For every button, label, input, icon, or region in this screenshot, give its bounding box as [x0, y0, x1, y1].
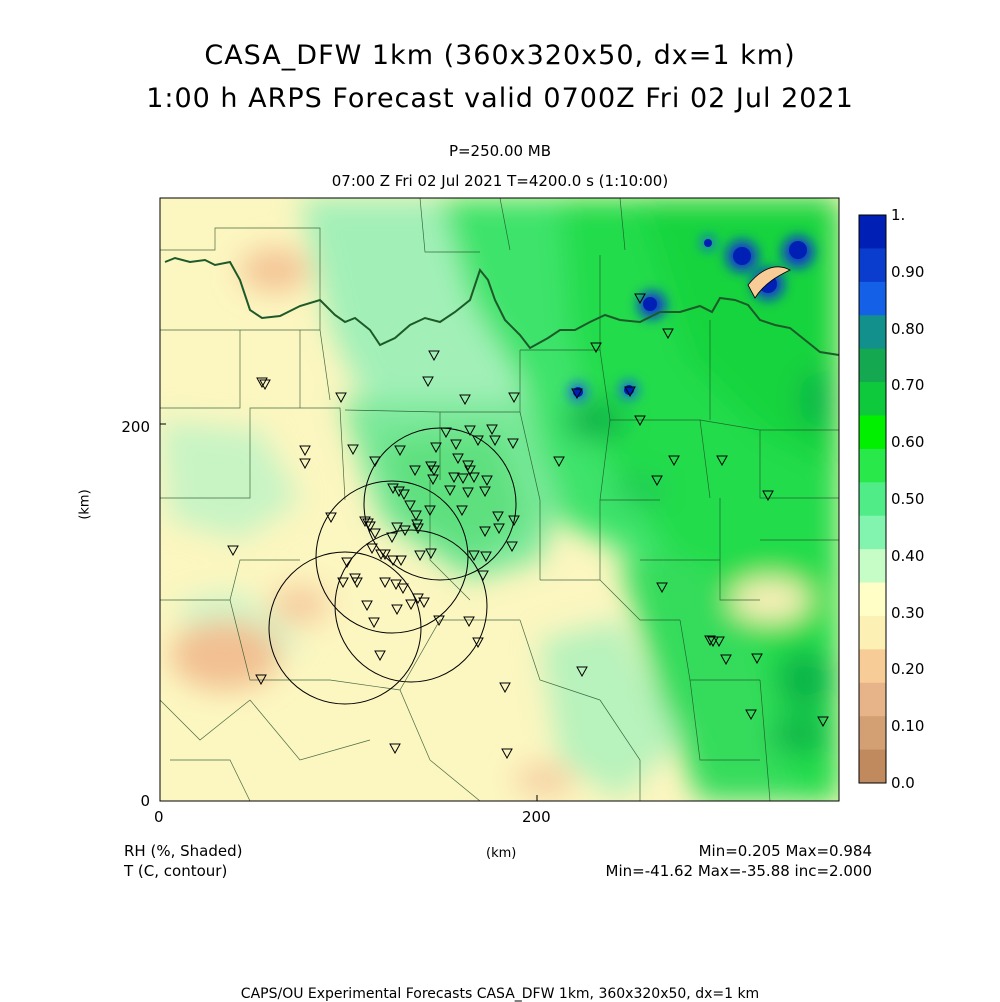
colorbar-label: 0.20	[891, 660, 925, 679]
colorbar-label: 0.50	[891, 490, 925, 508]
x-tick-0: 0	[154, 808, 164, 826]
x-axis-unit: (km)	[486, 846, 517, 861]
valid-time: 07:00 Z Fri 02 Jul 2021 T=4200.0 s (1:10…	[331, 172, 669, 190]
colorbar-swatch	[859, 448, 886, 483]
contour-field-stats: Min=-41.62 Max=-35.88 inc=2.000	[605, 862, 872, 880]
colorbar-swatch	[859, 281, 886, 316]
y-tick-0: 0	[140, 792, 150, 810]
colorbar-label: 0.80	[891, 319, 925, 338]
colorbar-swatch	[859, 749, 886, 784]
axis-ticks	[159, 423, 538, 802]
figure-subtitle: 1:00 h ARPS Forecast valid 0700Z Fri 02 …	[146, 83, 854, 114]
pressure-level: P=250.00 MB	[448, 142, 552, 160]
colorbar-label: 0.60	[891, 433, 925, 452]
figure-title: CASA_DFW 1km (360x320x50, dx=1 km)	[204, 40, 796, 71]
colorbar-label: 0.40	[891, 546, 925, 565]
county-boundaries	[160, 198, 839, 801]
colorbar-swatch	[859, 582, 886, 617]
colorbar-label: 0.30	[891, 603, 925, 622]
colorbar-swatch	[859, 382, 886, 416]
colorbar-swatch	[859, 649, 886, 684]
colorbar-swatch	[859, 348, 886, 383]
colorbar-label: 0.0	[891, 774, 915, 792]
colorbar-label: 1.	[891, 206, 906, 224]
colorbar-swatch	[859, 716, 886, 751]
radar-range-rings	[268, 427, 517, 705]
colorbar-swatch	[859, 248, 886, 283]
colorbar-swatch	[859, 515, 886, 550]
shaded-field-stats: Min=0.205 Max=0.984	[698, 842, 872, 860]
y-tick-200: 200	[121, 418, 150, 436]
footer-credit: CAPS/OU Experimental Forecasts CASA_DFW …	[240, 986, 760, 1002]
colorbar-label: 0.70	[891, 376, 925, 395]
colorbar-label: 0.90	[891, 262, 925, 281]
rh-shaded-field	[160, 198, 839, 801]
colorbar-swatch	[859, 482, 886, 517]
colorbar-frame	[858, 214, 887, 784]
x-tick-200: 200	[522, 808, 551, 826]
colorbar-swatch	[859, 415, 886, 450]
shaded-field-label: RH (%, Shaded)	[124, 842, 243, 860]
state-border	[164, 256, 839, 356]
colorbar-swatch	[859, 215, 886, 249]
contour-field-label: T (C, contour)	[124, 862, 228, 880]
colorbar-label: 0.10	[891, 717, 925, 736]
plot-frame	[159, 197, 840, 802]
colorbar-swatch	[859, 549, 886, 584]
colorbar-swatch	[859, 315, 886, 350]
colorbar	[858, 214, 887, 784]
colorbar-swatch	[859, 615, 886, 650]
y-axis-unit: (km)	[77, 489, 93, 520]
colorbar-swatch	[859, 682, 886, 717]
